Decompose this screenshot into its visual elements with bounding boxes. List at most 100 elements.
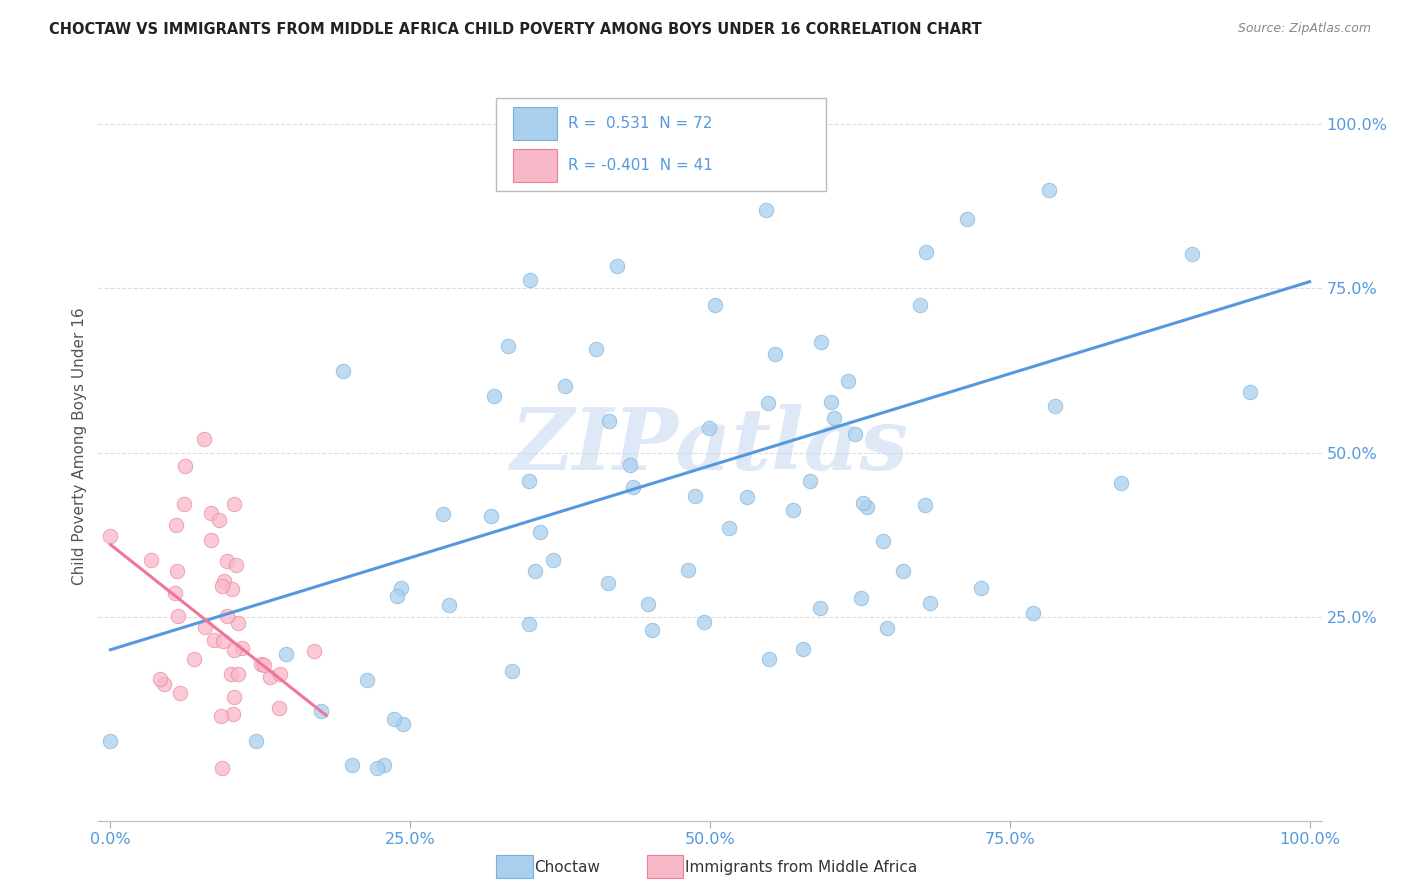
- Text: ZIPatlas: ZIPatlas: [510, 404, 910, 488]
- Point: [637, 597, 659, 611]
- Text: Source: ZipAtlas.com: Source: ZipAtlas.com: [1237, 22, 1371, 36]
- Point: [717, 521, 740, 535]
- Point: [304, 644, 326, 658]
- Point: [166, 564, 188, 578]
- Point: [849, 591, 872, 605]
- Point: [703, 298, 725, 312]
- Y-axis label: Child Poverty Among Boys Under 16: Child Poverty Among Boys Under 16: [72, 307, 87, 585]
- Point: [332, 364, 354, 378]
- Point: [810, 334, 832, 349]
- Point: [872, 534, 894, 549]
- Point: [215, 554, 238, 568]
- Point: [517, 616, 540, 631]
- Point: [356, 673, 378, 687]
- Point: [169, 686, 191, 700]
- Point: [756, 396, 779, 410]
- Point: [585, 343, 607, 357]
- Point: [1239, 385, 1261, 400]
- Point: [214, 574, 236, 588]
- Point: [165, 585, 187, 599]
- Point: [208, 513, 231, 527]
- Point: [153, 677, 176, 691]
- Point: [389, 581, 412, 595]
- Point: [173, 497, 195, 511]
- Point: [100, 529, 122, 543]
- Text: Immigrants from Middle Africa: Immigrants from Middle Africa: [685, 861, 917, 875]
- Point: [820, 395, 842, 409]
- Point: [219, 667, 242, 681]
- Point: [269, 701, 291, 715]
- Text: Choctaw: Choctaw: [534, 861, 600, 875]
- Point: [837, 375, 859, 389]
- Point: [222, 690, 245, 705]
- Point: [496, 339, 519, 353]
- Point: [697, 421, 720, 435]
- Point: [224, 498, 246, 512]
- Point: [891, 564, 914, 578]
- Point: [799, 474, 821, 488]
- Point: [970, 581, 993, 595]
- Point: [598, 414, 620, 428]
- Point: [1038, 183, 1060, 197]
- Point: [683, 489, 706, 503]
- Point: [501, 665, 523, 679]
- Point: [139, 552, 162, 566]
- Point: [249, 657, 271, 672]
- Point: [149, 673, 172, 687]
- Point: [823, 410, 845, 425]
- Point: [782, 503, 804, 517]
- Point: [956, 212, 979, 227]
- FancyBboxPatch shape: [496, 97, 827, 191]
- Point: [173, 458, 195, 473]
- Point: [914, 498, 936, 512]
- Point: [524, 564, 547, 578]
- Point: [763, 347, 786, 361]
- Point: [1043, 399, 1066, 413]
- Point: [245, 734, 267, 748]
- Point: [621, 480, 644, 494]
- Point: [342, 757, 364, 772]
- Point: [211, 579, 233, 593]
- Point: [598, 576, 620, 591]
- Point: [222, 707, 245, 722]
- Point: [437, 598, 460, 612]
- Point: [619, 458, 641, 472]
- Point: [914, 245, 936, 260]
- Point: [202, 633, 225, 648]
- Point: [209, 709, 232, 723]
- Point: [918, 596, 941, 610]
- Point: [517, 475, 540, 489]
- Text: CHOCTAW VS IMMIGRANTS FROM MIDDLE AFRICA CHILD POVERTY AMONG BOYS UNDER 16 CORRE: CHOCTAW VS IMMIGRANTS FROM MIDDLE AFRICA…: [49, 22, 981, 37]
- Point: [876, 621, 898, 635]
- Point: [554, 379, 576, 393]
- Point: [211, 761, 233, 775]
- Point: [479, 509, 502, 524]
- Point: [755, 202, 778, 217]
- Point: [910, 298, 932, 312]
- Point: [252, 657, 274, 672]
- Point: [856, 500, 879, 515]
- Point: [432, 508, 454, 522]
- Point: [1181, 247, 1204, 261]
- Point: [606, 259, 628, 273]
- Point: [167, 608, 190, 623]
- Point: [231, 640, 253, 655]
- Point: [758, 651, 780, 665]
- Point: [387, 589, 409, 603]
- Point: [276, 648, 298, 662]
- Point: [484, 389, 506, 403]
- Point: [792, 641, 814, 656]
- Point: [366, 761, 388, 775]
- Point: [529, 525, 551, 540]
- Point: [194, 619, 217, 633]
- Point: [641, 623, 664, 637]
- Point: [212, 634, 235, 648]
- Point: [193, 433, 215, 447]
- Point: [1109, 476, 1132, 491]
- Point: [1022, 606, 1045, 620]
- Point: [215, 609, 238, 624]
- Point: [309, 704, 332, 718]
- Point: [200, 533, 222, 547]
- Point: [852, 496, 875, 510]
- Point: [259, 670, 281, 684]
